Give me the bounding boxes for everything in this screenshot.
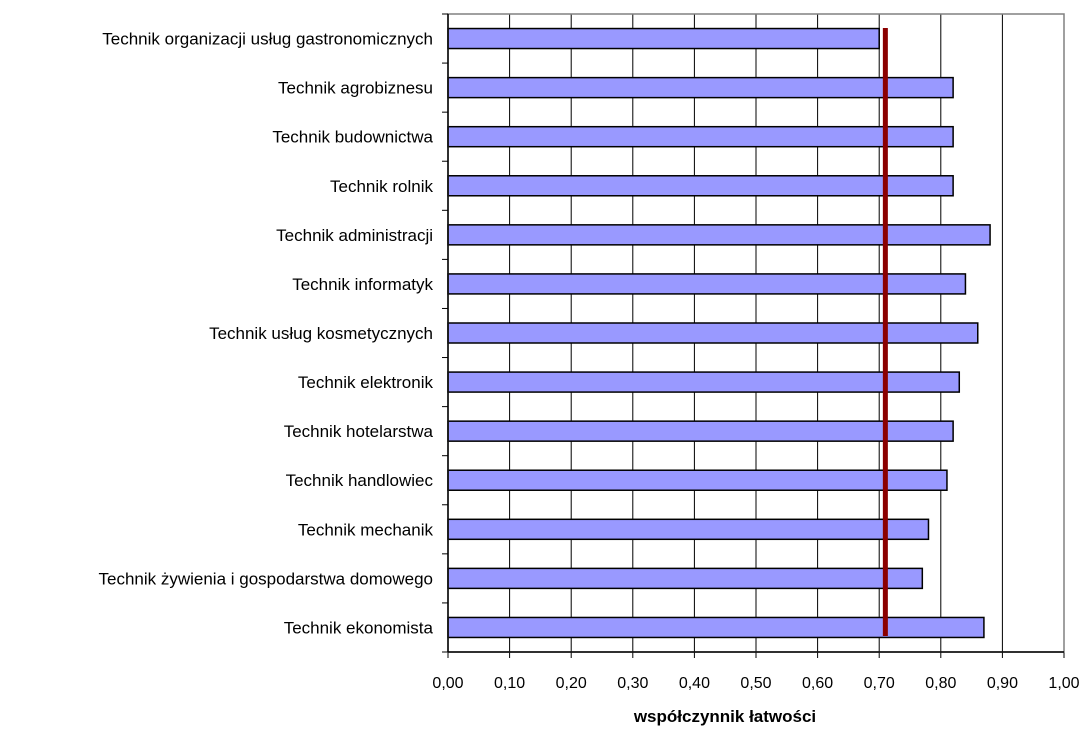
bars [447, 27, 991, 639]
bar-4 [447, 224, 991, 246]
x-tick-label-1: 0,10 [494, 675, 525, 692]
x-tick-label-6: 0,60 [802, 675, 833, 692]
category-label-10: Technik mechanik [298, 520, 434, 539]
category-label-8: Technik hotelarstwa [284, 422, 434, 441]
x-tick-label-4: 0,40 [679, 675, 710, 692]
x-tick-label-8: 0,80 [925, 675, 956, 692]
x-tick-label-3: 0,30 [617, 675, 648, 692]
x-tick-label-2: 0,20 [556, 675, 587, 692]
axes [442, 13, 1065, 658]
x-tick-label-9: 0,90 [987, 675, 1018, 692]
x-tick-label-0: 0,00 [432, 675, 463, 692]
category-label-5: Technik informatyk [292, 275, 433, 294]
bar-8 [447, 420, 954, 442]
bar-0 [447, 27, 880, 50]
category-labels: Technik organizacji usług gastronomiczny… [98, 30, 433, 638]
bar-2 [447, 125, 954, 148]
x-tick-label-5: 0,50 [740, 675, 771, 692]
category-label-9: Technik handlowiec [286, 471, 434, 490]
category-label-11: Technik żywienia i gospodarstwa domowego [98, 569, 433, 588]
x-tick-label-7: 0,70 [864, 675, 895, 692]
category-label-3: Technik rolnik [330, 177, 433, 196]
bar-6 [447, 322, 979, 344]
x-tick-label-10: 1,00 [1048, 675, 1079, 692]
bar-11 [447, 567, 924, 590]
x-tick-labels: 0,00 0,10 0,20 0,30 0,40 0,50 0,60 0,70 0,80 0,90… [432, 675, 1079, 692]
category-label-4: Technik administracji [276, 226, 433, 245]
category-label-0: Technik organizacji usług gastronomiczny… [102, 30, 433, 49]
bar-7 [447, 371, 961, 393]
category-label-1: Technik agrobiznesu [278, 79, 433, 98]
category-label-12: Technik ekonomista [284, 618, 434, 637]
bar-10 [447, 518, 930, 541]
bar-9 [447, 469, 948, 491]
category-label-7: Technik elektronik [298, 373, 434, 392]
bar-1 [447, 76, 954, 99]
bar-3 [447, 175, 954, 197]
category-label-2: Technik budownictwa [272, 128, 433, 147]
category-label-6: Technik usług kosmetycznych [209, 324, 433, 343]
x-axis-title: współczynnik łatwości [633, 707, 816, 726]
bar-12 [447, 616, 985, 639]
